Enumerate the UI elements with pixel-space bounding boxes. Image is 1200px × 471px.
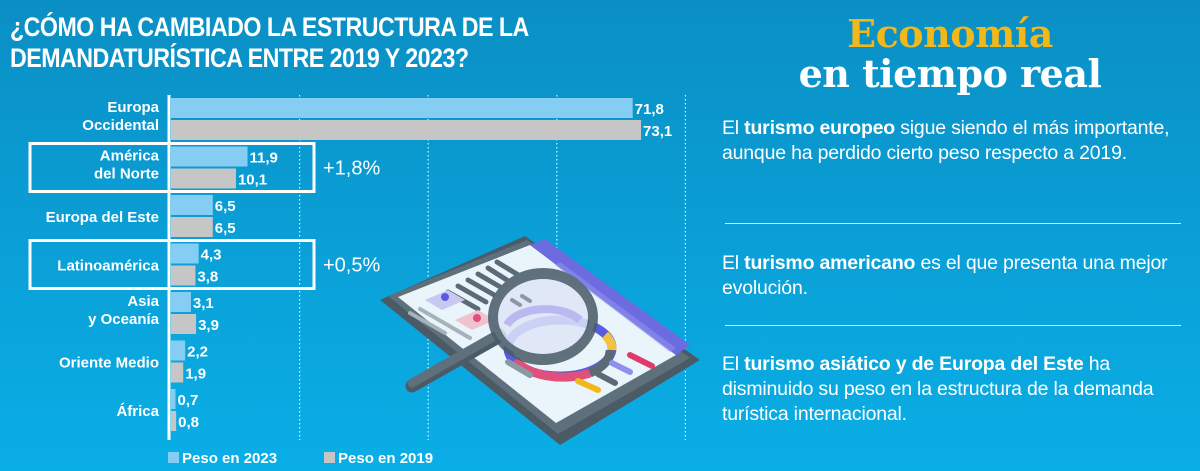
note-american-tourism: El turismo americano es el que presenta … xyxy=(722,251,1184,302)
value-label-2023-3: 4,3 xyxy=(201,247,222,264)
bar-2023-5 xyxy=(171,340,186,361)
legend: Peso en 2023 Peso en 2019 xyxy=(168,450,433,467)
highlight-box-1 xyxy=(28,142,316,193)
value-label-2019-5: 1,9 xyxy=(185,366,206,383)
category-label-4: y Oceanía xyxy=(88,311,160,328)
category-label-1: América xyxy=(100,148,160,165)
chart-title-line-1: ¿CÓMO HA CAMBIADO LA ESTRUCTURA DE LA xyxy=(10,12,529,42)
bar-2019-5 xyxy=(171,362,184,383)
category-label-5: Oriente Medio xyxy=(59,355,159,372)
note-text: sigue siendo el más importante, aunque h… xyxy=(722,117,1170,164)
value-label-2019-2: 6,5 xyxy=(215,220,236,237)
note-european-tourism: El turismo europeo sigue siendo el más i… xyxy=(722,116,1184,193)
note-highlight: turismo americano xyxy=(744,252,916,274)
delta-label-1: +1,8% xyxy=(323,158,380,180)
bar-2023-2 xyxy=(171,195,213,215)
value-label-2023-0: 71,8 xyxy=(635,101,664,118)
delta-label-3: +0,5% xyxy=(323,255,380,277)
category-label-6: África xyxy=(116,403,159,420)
tablet-with-magnifying-glass-icon xyxy=(380,236,700,445)
bar-2023-6 xyxy=(171,389,176,409)
value-label-2019-3: 3,8 xyxy=(197,269,218,286)
divider xyxy=(725,223,1181,224)
note-asian-eastern-europe-tourism: El turismo asiático y de Europa del Este… xyxy=(722,352,1184,427)
note-text: ha disminuido su peso en la estructura d… xyxy=(722,353,1154,425)
note-highlight: turismo europeo xyxy=(744,117,896,139)
category-label-1: del Norte xyxy=(94,166,159,183)
category-label-0: Occidental xyxy=(82,117,159,134)
legend-swatch-2019 xyxy=(324,452,335,463)
value-label-2023-6: 0,7 xyxy=(178,392,199,409)
highlight-boxes: +1,8% +0,5% xyxy=(28,142,380,290)
bar-2019-1 xyxy=(171,168,236,189)
value-label-2023-5: 2,2 xyxy=(187,344,208,361)
bar-2019-3 xyxy=(171,265,196,286)
brand-line-2: en tiempo real xyxy=(798,51,1102,96)
category-label-3: Latinoamérica xyxy=(57,258,159,275)
value-label-2023-4: 3,1 xyxy=(193,295,214,312)
highlight-box-3 xyxy=(28,239,316,290)
bar-2023-1 xyxy=(171,146,248,167)
value-label-2019-4: 3,9 xyxy=(198,317,219,334)
chart-title: ¿CÓMO HA CAMBIADO LA ESTRUCTURA DE LA DE… xyxy=(10,12,595,74)
note-text: El xyxy=(722,117,745,139)
brand-line-1: Economía xyxy=(847,11,1053,56)
bar-2023-3 xyxy=(171,243,199,264)
chart-title-line-2: DEMANDATURÍSTICA ENTRE 2019 Y 2023? xyxy=(10,43,469,73)
note-text: El xyxy=(722,353,745,375)
notes-panel: El turismo europeo sigue siendo el más i… xyxy=(722,116,1184,427)
category-label-2: Europa del Este xyxy=(46,209,159,226)
category-label-4: Asia xyxy=(127,293,159,310)
bar-2019-2 xyxy=(171,217,213,237)
divider xyxy=(725,325,1181,326)
value-labels: 71,873,111,910,16,56,54,33,83,13,92,21,9… xyxy=(178,101,673,431)
bars xyxy=(171,98,642,431)
value-label-2023-1: 11,9 xyxy=(250,150,278,167)
bar-2023-4 xyxy=(171,292,191,312)
bar-2019-4 xyxy=(171,314,197,334)
bar-2023-0 xyxy=(171,98,633,118)
bar-2019-0 xyxy=(171,120,642,140)
note-text: El xyxy=(722,252,745,274)
value-label-2023-2: 6,5 xyxy=(215,198,236,215)
value-label-2019-0: 73,1 xyxy=(643,123,672,140)
category-label-0: Europa xyxy=(107,99,159,116)
value-label-2019-1: 10,1 xyxy=(238,172,267,189)
legend-swatch-2023 xyxy=(168,452,179,463)
value-label-2019-6: 0,8 xyxy=(178,414,199,431)
note-text: es el que presenta una mejor evolución. xyxy=(722,252,1168,299)
bar-2019-6 xyxy=(171,411,177,431)
legend-label-2023: Peso en 2023 xyxy=(182,450,277,467)
brand-logo: Economía en tiempo real xyxy=(790,14,1110,94)
legend-label-2019: Peso en 2019 xyxy=(338,450,433,467)
note-highlight: turismo asiático y de Europa del Este xyxy=(744,353,1084,375)
